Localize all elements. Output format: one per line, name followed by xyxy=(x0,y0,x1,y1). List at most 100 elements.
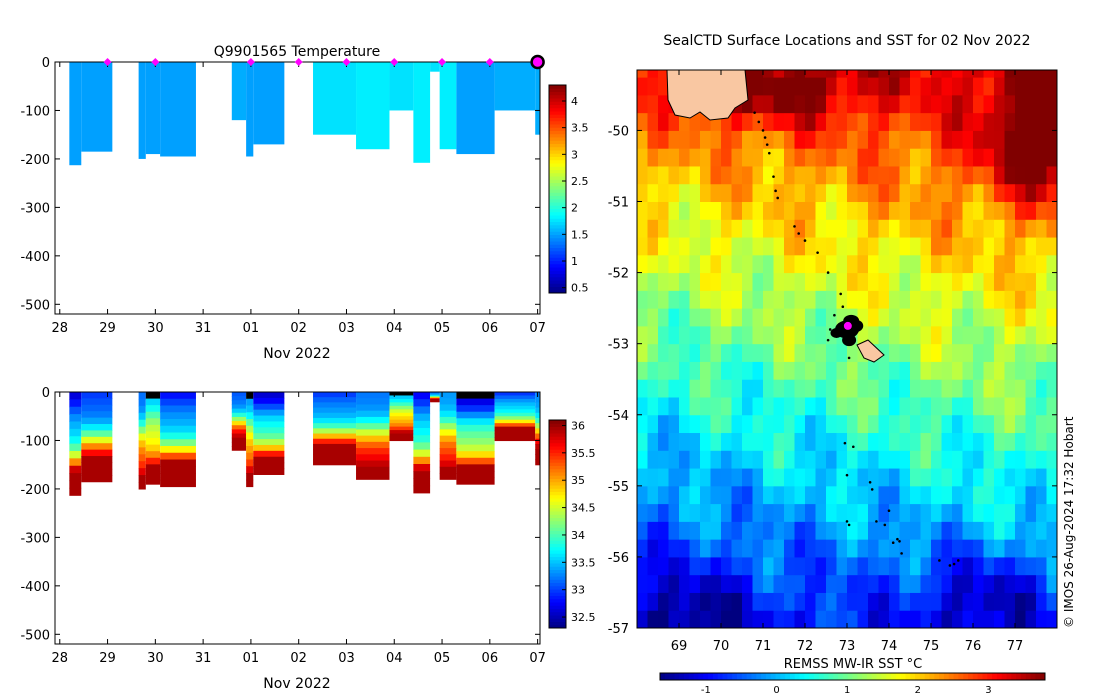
sst-cell xyxy=(994,70,1005,78)
colorbar-segment xyxy=(549,143,566,148)
sst-cell xyxy=(647,343,659,362)
colorbar-segment xyxy=(751,673,757,680)
sst-cell xyxy=(679,503,690,522)
x-tick-label: 02 xyxy=(290,651,307,666)
colorbar-segment xyxy=(549,455,566,460)
sst-cell xyxy=(721,165,732,185)
salinity-profile-layer xyxy=(456,470,495,479)
sst-cell xyxy=(941,432,953,451)
sst-cell xyxy=(962,539,974,558)
sst-cell xyxy=(668,308,680,327)
salinity-profile-layer xyxy=(253,462,285,470)
colorbar-segment xyxy=(679,673,685,680)
sst-cell xyxy=(731,610,743,628)
sst-cell xyxy=(836,485,848,505)
sst-cell xyxy=(700,183,711,203)
salinity-profile-layer xyxy=(439,454,457,462)
sst-cell xyxy=(1025,485,1037,505)
sst-cell xyxy=(973,521,984,540)
salinity-profile-layer xyxy=(535,449,540,455)
sst-cell xyxy=(994,237,1005,256)
salinity-profile-layer xyxy=(145,451,161,459)
sst-cell xyxy=(1015,610,1026,628)
track-point xyxy=(847,523,851,527)
sst-cell xyxy=(742,343,753,362)
sst-cell xyxy=(1004,148,1016,167)
salinity-profile-layer xyxy=(430,392,440,394)
sst-cell xyxy=(710,183,722,203)
sst-cell xyxy=(878,343,890,362)
sst-cell xyxy=(962,77,974,96)
sst-cell xyxy=(1036,556,1047,576)
salinity-profile-layer xyxy=(430,401,440,403)
colorbar-tick-label: 1 xyxy=(844,685,850,696)
sst-cell xyxy=(700,521,711,540)
sst-cell xyxy=(826,610,837,628)
salinity-profile-layer xyxy=(138,405,146,414)
sst-cell xyxy=(889,237,900,256)
colorbar-tick-label: 34.5 xyxy=(571,502,596,515)
sst-cell xyxy=(815,148,827,167)
colorbar-tick-label: 33 xyxy=(571,584,585,597)
sst-cell xyxy=(994,272,1005,291)
sst-cell xyxy=(889,361,900,380)
sst-cell xyxy=(857,308,869,327)
sst-cell xyxy=(826,414,837,434)
sst-cell xyxy=(878,219,890,238)
sst-cell xyxy=(952,343,963,362)
sst-cell xyxy=(878,77,890,96)
sst-cell xyxy=(710,130,722,149)
salinity-profile-layer xyxy=(231,437,247,443)
sst-cell xyxy=(1046,70,1057,78)
colorbar-segment xyxy=(549,524,566,528)
sst-cell xyxy=(899,592,911,611)
sst-cell xyxy=(910,503,921,522)
colorbar-segment xyxy=(804,673,810,680)
colorbar-tick-label: -1 xyxy=(701,685,711,696)
y-tick-label: -200 xyxy=(20,483,50,498)
sst-cell xyxy=(668,379,680,398)
sst-cell xyxy=(710,308,722,327)
sst-cell xyxy=(721,503,732,522)
sst-cell xyxy=(931,325,942,345)
colorbar-segment xyxy=(943,673,950,680)
sst-cell xyxy=(910,254,921,274)
sst-cell xyxy=(700,237,711,256)
sst-cell xyxy=(815,556,827,576)
sst-cell xyxy=(679,556,690,576)
sst-cell xyxy=(773,539,785,558)
sst-cell xyxy=(931,254,942,274)
temperature-profile xyxy=(253,62,285,145)
colorbar-segment xyxy=(857,673,863,680)
sst-cell xyxy=(910,219,921,238)
colorbar-segment xyxy=(549,257,566,261)
sst-cell xyxy=(700,308,711,327)
sst-cell xyxy=(679,592,690,611)
sst-cell xyxy=(878,201,890,220)
sst-cell xyxy=(941,94,953,114)
colorbar-segment xyxy=(549,511,566,515)
y-tick-label: -300 xyxy=(20,201,50,216)
salinity-profile-layer xyxy=(231,392,247,397)
sst-cell xyxy=(647,521,659,540)
colorbar-segment xyxy=(549,611,566,616)
colorbar-segment xyxy=(549,520,566,525)
sst-cell xyxy=(994,130,1005,149)
salinity-profile-layer xyxy=(253,468,285,475)
colorbar-segment xyxy=(549,543,566,548)
sst-cell xyxy=(731,165,743,185)
colorbar-tick-label: 2 xyxy=(571,202,578,215)
salinity-profile-layer xyxy=(253,421,285,428)
sst-cell xyxy=(794,77,806,96)
salinity-profile-layer xyxy=(231,441,247,447)
colorbar-segment xyxy=(929,673,935,680)
x-tick-label: 28 xyxy=(52,321,69,336)
colorbar-segment xyxy=(549,537,566,541)
sst-cell xyxy=(658,414,669,434)
salinity-profile-layer xyxy=(160,432,196,440)
salinity-profile-layer xyxy=(413,406,431,415)
sst-cell xyxy=(710,325,722,345)
colorbar-segment xyxy=(549,114,566,118)
sst-cell xyxy=(1036,165,1047,185)
sst-cell xyxy=(752,556,764,576)
